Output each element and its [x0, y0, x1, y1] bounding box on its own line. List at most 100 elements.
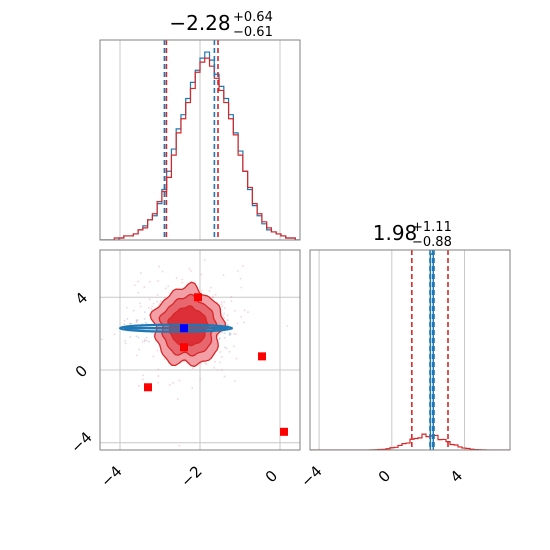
sample-point: [156, 300, 158, 303]
sample-point: [175, 277, 178, 280]
sample-point: [232, 345, 235, 348]
sample-point: [137, 319, 139, 322]
sample-point: [123, 323, 126, 326]
sample-point: [100, 338, 103, 341]
grid: [100, 250, 300, 450]
y-tick-label: 0: [72, 362, 91, 381]
sample-point: [145, 322, 148, 325]
x-tick-label: −4: [297, 462, 325, 490]
sample-point: [161, 270, 164, 273]
sample-point: [152, 302, 155, 305]
sample-point: [230, 300, 233, 302]
sample-point: [191, 387, 194, 389]
sample-point: [247, 311, 249, 314]
sample-point: [144, 311, 146, 314]
sample-point: [141, 340, 144, 343]
sample-point: [156, 349, 159, 352]
sample-point: [152, 355, 155, 358]
sample-point: [216, 369, 218, 371]
sample-point: [148, 340, 150, 343]
sample-point: [223, 337, 226, 339]
sample-point: [235, 357, 238, 360]
sample-point: [200, 273, 203, 276]
sample-point: [199, 378, 202, 381]
sample-point: [126, 317, 129, 320]
sample-point: [228, 333, 231, 335]
red-square-marker: [194, 293, 202, 302]
sample-point: [172, 381, 175, 384]
sample-point: [234, 380, 236, 382]
panel-top-left-histogram: −2.28 +0.64 −0.61: [99, 10, 301, 241]
red-square-marker: [258, 352, 266, 361]
sample-point: [243, 321, 246, 324]
sample-point: [286, 325, 289, 327]
sample-point: [213, 366, 216, 369]
sample-point: [223, 301, 226, 303]
sample-point: [236, 270, 239, 272]
sample-point: [157, 381, 160, 384]
sample-point: [167, 285, 170, 288]
sample-point: [217, 338, 220, 341]
sample-point: [134, 284, 136, 287]
sample-point: [182, 360, 185, 363]
sample-point: [220, 303, 223, 306]
sample-point: [201, 289, 203, 292]
sample-point: [235, 333, 237, 336]
x-tick-label: −4: [97, 462, 125, 490]
sample-point: [145, 339, 148, 342]
quantile-lines: [163, 40, 219, 240]
title-minus: −0.88: [412, 235, 452, 250]
sample-point: [157, 280, 160, 283]
red-square-marker: [280, 427, 288, 436]
sample-point: [222, 274, 225, 277]
sample-point: [142, 378, 144, 381]
sample-point: [203, 258, 206, 261]
sample-point: [138, 384, 140, 387]
sample-point: [113, 333, 116, 336]
blue-contour-outer: [118, 323, 234, 333]
sample-point: [220, 301, 223, 303]
sample-point: [139, 272, 142, 274]
sample-point: [148, 298, 151, 301]
blue-square-marker: [180, 324, 188, 333]
sample-point: [124, 342, 127, 345]
sample-point: [226, 323, 229, 326]
sample-point: [243, 309, 246, 312]
sample-point: [157, 368, 160, 371]
y-tick-label: −4: [67, 428, 95, 456]
sample-point: [139, 305, 142, 308]
sample-point: [143, 286, 146, 288]
sample-point: [190, 270, 192, 272]
sample-point: [178, 379, 181, 382]
panel-title: 1.98: [373, 221, 418, 245]
sample-point: [125, 306, 128, 309]
sample-point: [181, 281, 184, 284]
sample-point: [223, 346, 226, 349]
sample-point: [142, 374, 145, 377]
title-plus: +0.64: [233, 10, 273, 25]
sample-point: [163, 357, 166, 360]
sample-point: [147, 306, 150, 309]
sample-point: [135, 354, 138, 357]
tick-labels: −4 0 4: [297, 462, 466, 490]
sample-point: [221, 314, 224, 317]
sample-point: [242, 264, 244, 267]
sample-point: [217, 334, 219, 337]
x-tick-label: −2: [177, 462, 205, 490]
sample-point: [212, 297, 214, 299]
sample-point: [204, 362, 206, 364]
axes-frame: [99, 39, 301, 241]
sample-point: [230, 296, 233, 298]
series-group: [100, 51, 300, 240]
sample-point: [191, 367, 194, 370]
sample-point: [221, 331, 224, 334]
sample-point: [223, 312, 225, 315]
sample-point: [226, 319, 229, 322]
quantile-lines: [411, 250, 449, 450]
sample-point: [234, 247, 236, 249]
sample-point: [221, 305, 224, 308]
sample-point: [123, 319, 126, 322]
sample-point: [139, 302, 141, 305]
sample-point: [178, 444, 181, 447]
